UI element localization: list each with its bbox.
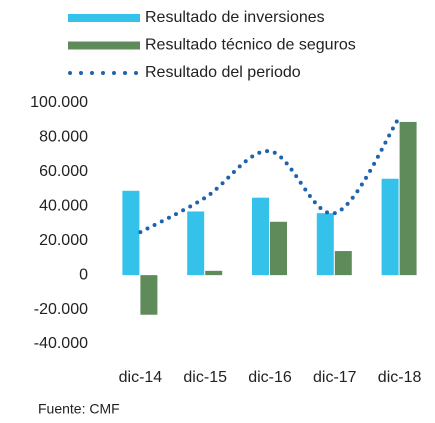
bar [334, 251, 352, 276]
bar [270, 221, 287, 276]
y-tick-label: -40.000 [34, 335, 88, 352]
y-tick-label: -20.000 [34, 301, 88, 318]
legend-label: Resultado del periodo [145, 64, 301, 81]
bar [140, 275, 158, 315]
y-tick-label: 20.000 [39, 232, 88, 249]
legend-swatch [68, 14, 140, 22]
bar [316, 213, 334, 276]
x-tick-label: dic-17 [313, 369, 357, 386]
bar [252, 197, 269, 276]
y-tick-label: 60.000 [39, 163, 88, 180]
bar [122, 190, 140, 276]
x-tick-label: dic-14 [119, 369, 163, 386]
line [138, 114, 402, 235]
bar [399, 121, 417, 276]
y-tick-label: 0 [79, 266, 88, 283]
bar [187, 211, 205, 276]
legend-label: Resultado de inversiones [145, 9, 325, 26]
y-tick-label: 80.000 [39, 129, 88, 146]
x-tick-label: dic-18 [378, 369, 422, 386]
source: Fuente: CMF [38, 401, 120, 417]
legend-swatch [68, 41, 140, 50]
y-tick-label: 100.000 [30, 94, 88, 111]
bar [205, 270, 223, 276]
x-tick-label: dic-15 [183, 369, 227, 386]
x-tick-label: dic-16 [248, 369, 292, 386]
legend-label: Resultado técnico de seguros [145, 37, 356, 54]
bar [381, 178, 399, 276]
y-tick-label: 40.000 [39, 198, 88, 215]
